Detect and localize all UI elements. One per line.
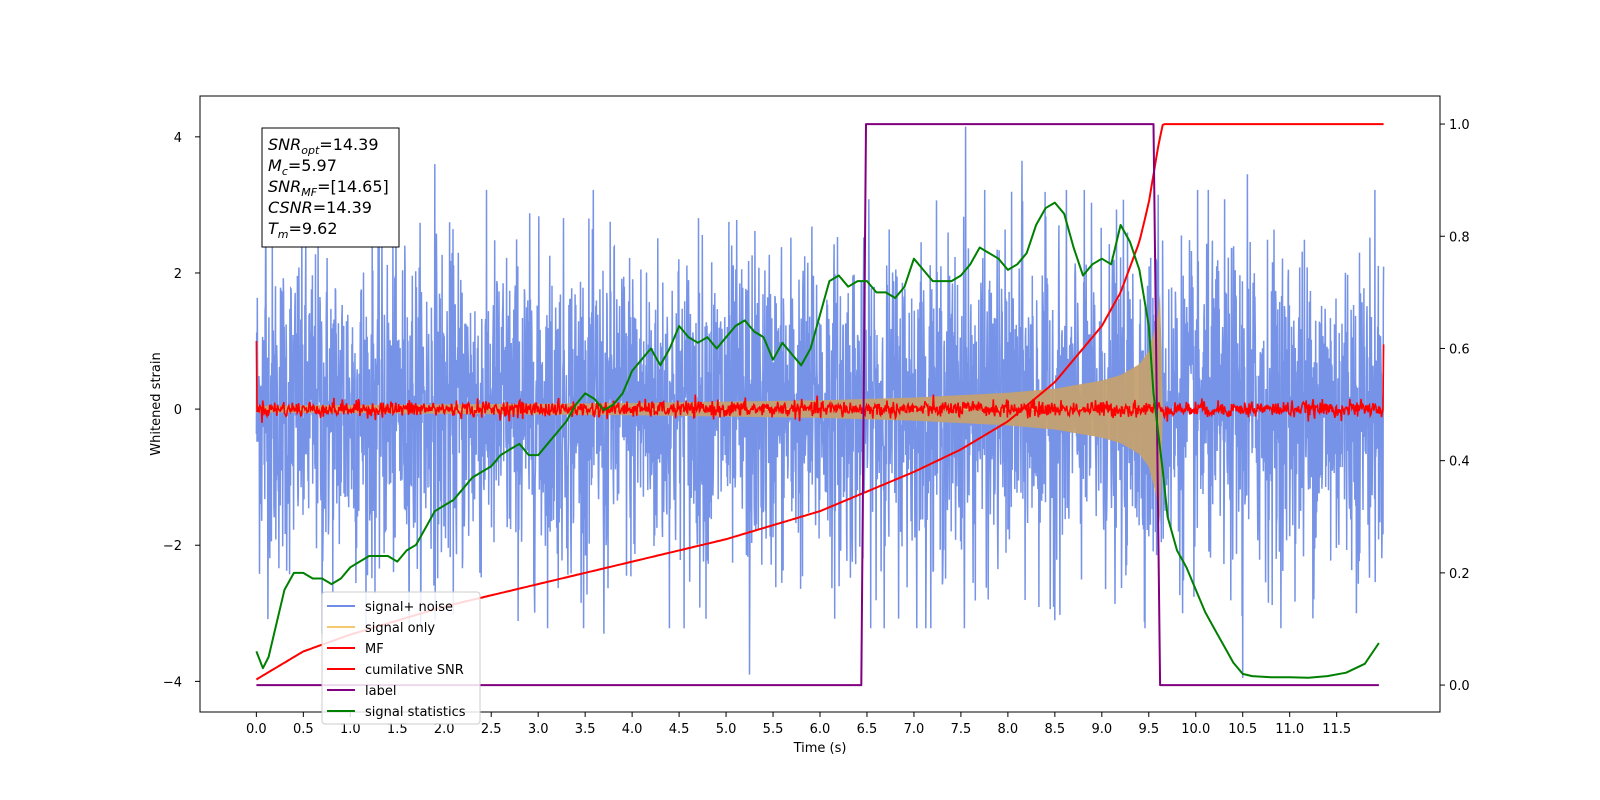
info-box-line: CSNR=14.39 <box>268 198 372 217</box>
x-tick-label: 6.5 <box>857 722 878 737</box>
info-box-line: Tm=9.62 <box>268 219 338 241</box>
x-tick-label: 9.0 <box>1091 722 1112 737</box>
y-left-tick-label: 0 <box>174 403 182 418</box>
x-tick-label: 0.5 <box>293 722 314 737</box>
x-tick-label: 2.0 <box>434 722 455 737</box>
y-left-tick-label: 4 <box>174 131 182 146</box>
y-right-tick-label: 0.4 <box>1449 455 1470 470</box>
x-tick-label: 1.5 <box>387 722 408 737</box>
y-left-axis-ticks: −4 −2 0 2 4 <box>163 131 200 690</box>
legend-label: signal+ noise <box>365 600 453 615</box>
info-box: SNRopt=14.39Mc=5.97SNRMF=[14.65]CSNR=14.… <box>261 127 400 248</box>
x-tick-label: 0.0 <box>246 722 267 737</box>
legend-label: signal only <box>365 621 435 636</box>
x-tick-label: 3.0 <box>528 722 549 737</box>
series-layer <box>255 123 1385 687</box>
info-box-line: Mc=5.97 <box>268 156 337 178</box>
legend-label: signal statistics <box>365 705 466 720</box>
info-box-line: SNRopt=14.39 <box>268 135 379 157</box>
mf-line <box>255 340 1385 423</box>
y-right-axis-ticks: 0.0 0.2 0.4 0.6 0.8 1.0 <box>1440 118 1470 694</box>
legend-label: cumilative SNR <box>365 663 464 678</box>
x-tick-label: 8.5 <box>1045 722 1066 737</box>
y-right-tick-label: 1.0 <box>1449 118 1470 133</box>
info-box-frame <box>261 127 400 248</box>
y-left-tick-label: −2 <box>163 539 182 554</box>
legend-label: MF <box>365 642 384 657</box>
signal-statistics-line <box>255 201 1380 679</box>
x-tick-label: 8.0 <box>998 722 1019 737</box>
y-right-tick-label: 0.8 <box>1449 230 1470 245</box>
x-tick-label: 11.0 <box>1275 722 1304 737</box>
x-tick-label: 5.5 <box>763 722 784 737</box>
x-tick-label: 5.0 <box>716 722 737 737</box>
y-left-tick-label: −4 <box>163 675 182 690</box>
x-tick-label: 9.5 <box>1138 722 1159 737</box>
x-tick-label: 7.5 <box>951 722 972 737</box>
legend: signal+ noise signal only MF cumilative SNR… <box>321 591 481 725</box>
x-axis-label: Time (s) <box>793 741 847 756</box>
x-tick-label: 1.0 <box>340 722 361 737</box>
y-axis-label: Whitened strain <box>149 352 164 455</box>
signal-noise-line <box>255 126 1385 679</box>
x-tick-label: 10.5 <box>1228 722 1257 737</box>
x-tick-label: 4.5 <box>669 722 690 737</box>
x-tick-label: 10.0 <box>1181 722 1210 737</box>
legend-frame <box>321 591 481 725</box>
x-tick-label: 2.5 <box>481 722 502 737</box>
y-right-tick-label: 0.0 <box>1449 679 1470 694</box>
info-box-line: SNRMF=[14.65] <box>268 177 389 199</box>
legend-label: label <box>365 684 396 699</box>
x-tick-label: 6.0 <box>810 722 831 737</box>
x-tick-label: 4.0 <box>622 722 643 737</box>
label-line <box>256 123 1379 687</box>
y-left-tick-label: 2 <box>174 267 182 282</box>
x-tick-label: 7.0 <box>904 722 925 737</box>
x-tick-label: 3.5 <box>575 722 596 737</box>
y-right-tick-label: 0.2 <box>1449 567 1470 582</box>
x-tick-label: 11.5 <box>1322 722 1351 737</box>
x-axis-ticks: 0.0 0.5 1.0 1.5 2.0 2.5 3.0 3.5 4.0 4.5 5.0 5.5 6.0 6… <box>246 712 1351 737</box>
y-right-tick-label: 0.6 <box>1449 342 1470 357</box>
